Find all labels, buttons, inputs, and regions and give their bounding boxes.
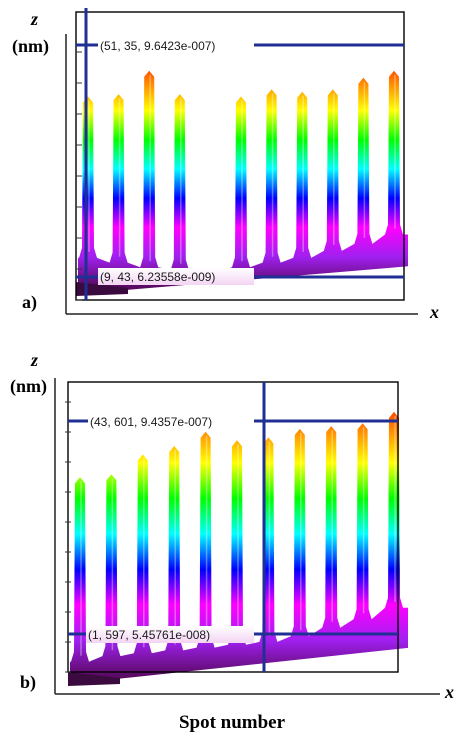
panel-b-x-axis-label: x <box>444 682 454 702</box>
panel-b-z-axis-label: z <box>30 350 38 370</box>
panel-a-ticks <box>76 51 82 301</box>
panel-a-cursor-max-label-box <box>98 37 254 53</box>
panel-b-cursor-min-label-box <box>86 626 254 643</box>
panel-b: (43, 601, 9.4357e-007) (1, 597, 5.45761e… <box>10 350 454 702</box>
panel-b-cursor-max-label-box <box>88 413 254 429</box>
panel-a-surface-body <box>78 70 408 294</box>
panel-a-z-axis-label: z <box>30 9 38 29</box>
panel-b-label: b) <box>20 672 36 693</box>
panel-a: (51, 35, 9.6423e-007) (9, 43, 6.23558e-0… <box>12 8 439 322</box>
panel-a-cursor-min-label-box <box>98 268 254 285</box>
panel-b-surface-body <box>70 411 408 684</box>
panel-a-x-axis-label: x <box>429 302 439 322</box>
panel-b-frame <box>67 381 399 673</box>
panel-a-surface-rim <box>76 282 128 296</box>
panel-a-cursor-min-label: (9, 43, 6.23558e-009) <box>100 270 215 284</box>
panel-a-frame <box>75 11 405 301</box>
panel-b-surface <box>67 381 408 686</box>
panel-b-surface-rim <box>68 672 120 686</box>
panel-b-cursor-min-label: (1, 597, 5.45761e-008) <box>88 628 210 642</box>
panel-a-label: a) <box>22 292 37 313</box>
x-axis-title: Spot number <box>179 712 286 733</box>
panel-b-cursor-max-label: (43, 601, 9.4357e-007) <box>90 415 212 429</box>
panel-b-z-unit-label: (nm) <box>10 376 47 397</box>
panel-a-z-unit-label: (nm) <box>12 36 49 57</box>
panel-a-cursor-max-label: (51, 35, 9.6423e-007) <box>100 39 215 53</box>
panel-a-surface <box>75 11 408 301</box>
panel-b-ticks <box>65 401 71 673</box>
